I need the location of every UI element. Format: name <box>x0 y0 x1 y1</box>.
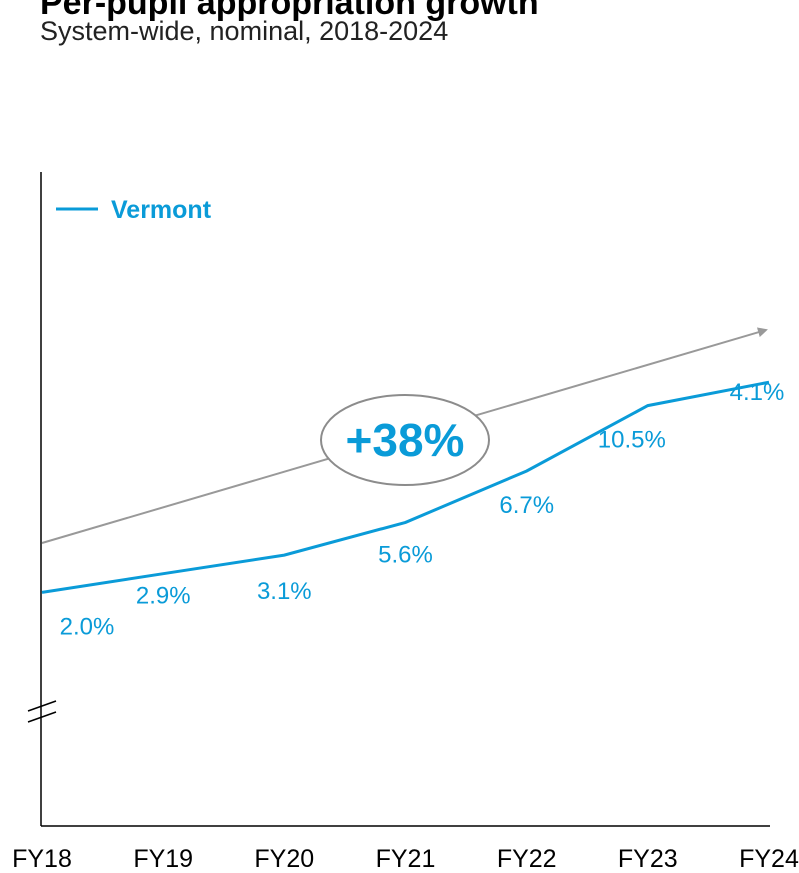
callout-ellipse <box>320 394 490 486</box>
data-label-fy23: 10.5% <box>598 427 666 454</box>
x-tick-label-fy19: FY19 <box>133 845 193 873</box>
x-tick-label-fy18: FY18 <box>12 845 72 873</box>
chart-subtitle: System-wide, nominal, 2018-2024 <box>40 16 449 46</box>
legend-label: Vermont <box>111 196 212 224</box>
x-tick-label-fy21: FY21 <box>376 845 436 873</box>
x-tick-label-fy23: FY23 <box>618 845 678 873</box>
data-label-fy24: 4.1% <box>730 379 785 406</box>
data-label-fy20: 3.1% <box>257 578 312 605</box>
series-line-vermont <box>41 380 770 594</box>
x-tick-label-fy22: FY22 <box>497 845 557 873</box>
data-label-fy19: 2.9% <box>136 583 191 610</box>
callout-text: +38% <box>346 414 465 466</box>
data-label-fy22: 6.7% <box>499 492 554 519</box>
x-tick-label-fy24: FY24 <box>739 845 799 873</box>
chart-title: Per-pupil appropriation growth <box>40 0 539 22</box>
axis-break-mark <box>27 700 57 712</box>
data-label-fy18: 2.0% <box>60 613 115 640</box>
x-tick-label-fy20: FY20 <box>254 845 314 873</box>
axis-break-mark <box>27 711 57 723</box>
data-label-fy21: 5.6% <box>378 541 433 568</box>
